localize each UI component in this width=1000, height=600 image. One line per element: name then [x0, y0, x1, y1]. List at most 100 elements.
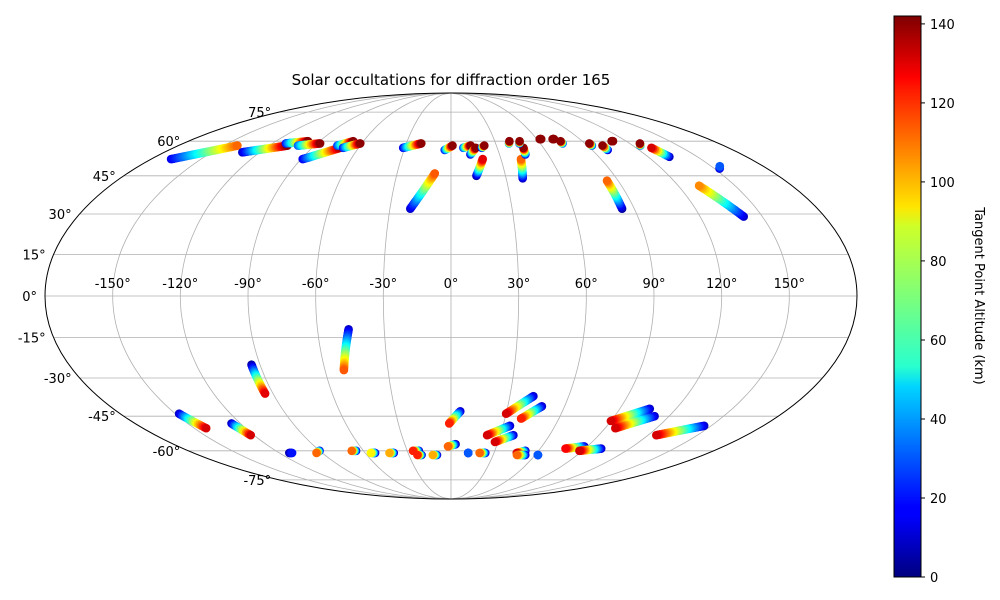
data-point — [611, 423, 620, 433]
occultation-track — [406, 169, 440, 213]
data-point — [635, 139, 645, 148]
scatter-points — [166, 134, 748, 460]
occultation-track — [575, 444, 606, 456]
occultation-track — [652, 421, 709, 440]
lat-tick-label: -60° — [153, 445, 181, 460]
data-point — [366, 448, 376, 458]
data-point — [444, 419, 454, 428]
grid-meridian — [450, 92, 790, 500]
lon-tick-label: 0° — [444, 277, 459, 292]
colorbar-tick-label: 20 — [930, 492, 947, 507]
lon-tick-label: -150° — [95, 277, 131, 292]
occultation-track — [606, 404, 655, 426]
occultation-track — [385, 448, 399, 458]
lon-tick-label: 90° — [642, 277, 665, 292]
data-point — [339, 365, 349, 375]
data-point — [430, 169, 440, 178]
data-point — [478, 154, 488, 164]
occultation-track — [512, 450, 530, 460]
occultation-track — [444, 407, 465, 428]
occultation-track — [312, 446, 324, 458]
occultation-track — [516, 154, 527, 183]
data-point — [694, 181, 704, 190]
chart-title: Solar occultations for diffraction order… — [292, 71, 611, 89]
lat-tick-label: -15° — [18, 332, 46, 347]
occultation-track — [440, 141, 457, 155]
lat-tick-label: -75° — [243, 474, 271, 489]
occultation-track — [475, 448, 490, 458]
occultation-track — [366, 448, 380, 458]
lat-tick-label: 45° — [93, 170, 116, 185]
colorbar-tick-label: 0 — [930, 571, 938, 586]
lat-tick-label: 0° — [22, 290, 37, 305]
data-point — [356, 139, 365, 148]
occultation-track — [535, 134, 546, 144]
data-point — [505, 136, 514, 146]
occultation-track — [602, 176, 627, 213]
colorbar-gradient — [893, 15, 922, 578]
data-point — [490, 437, 500, 447]
occultation-track — [293, 139, 325, 150]
grid-meridian — [179, 92, 452, 500]
occultation-track — [398, 139, 426, 153]
data-point — [312, 448, 321, 458]
occultation-track — [466, 143, 481, 159]
occultation-track — [635, 139, 645, 150]
occultation-track — [463, 448, 473, 458]
lat-tick-label: 30° — [49, 208, 72, 223]
data-point — [417, 139, 426, 148]
data-point — [463, 448, 473, 458]
occultation-track — [238, 141, 292, 157]
colorbar-tick-label: 40 — [930, 413, 947, 428]
data-point — [652, 430, 661, 440]
occultation-track — [490, 430, 518, 447]
occultation-track — [501, 391, 538, 419]
occultation-track — [227, 419, 255, 440]
data-point — [347, 446, 357, 456]
occultation-track — [556, 136, 567, 148]
lat-tick-label: -45° — [88, 410, 116, 425]
occultation-track — [166, 141, 242, 164]
data-point — [549, 134, 559, 144]
lon-tick-label: 150° — [774, 277, 805, 292]
map-frame — [44, 92, 858, 500]
grid-meridian — [382, 92, 452, 500]
colorbar-tick-label: 120 — [930, 97, 955, 112]
occultation-track — [428, 450, 442, 460]
data-point — [608, 136, 618, 146]
data-point — [482, 430, 492, 440]
data-point — [475, 448, 484, 458]
colorbar-tick-label: 140 — [930, 18, 955, 33]
data-point — [606, 416, 616, 426]
data-point — [598, 141, 607, 150]
data-point — [260, 389, 270, 398]
occultation-track — [607, 136, 618, 146]
data-point — [413, 450, 422, 460]
data-point — [471, 143, 481, 153]
occultation-track — [548, 134, 559, 144]
occultation-track — [477, 141, 489, 153]
data-point — [501, 409, 511, 419]
lat-tick-label: -30° — [44, 372, 72, 387]
data-point — [480, 141, 489, 150]
occultation-track — [174, 409, 211, 433]
occultation-track — [338, 139, 365, 153]
colorbar: 0 20 40 60 80 100 120 140 Tangent Point Altitud… — [893, 15, 986, 586]
data-point — [512, 450, 522, 460]
lon-tick-label: 30° — [507, 277, 530, 292]
colorbar-tick-label: 100 — [930, 176, 955, 191]
occultation-track — [413, 450, 426, 460]
colorbar-ticks: 0 20 40 60 80 100 120 140 — [921, 18, 955, 586]
lat-tick-label: 15° — [23, 248, 46, 263]
data-point — [715, 161, 725, 171]
occultation-track — [647, 143, 674, 162]
data-point — [448, 141, 457, 150]
colorbar-tick-label: 60 — [930, 334, 947, 349]
occultation-track — [347, 446, 361, 456]
lon-tick-label: -90° — [234, 277, 262, 292]
data-point — [647, 143, 656, 153]
grid-meridian — [450, 92, 520, 500]
data-point — [246, 430, 255, 440]
occultation-track — [443, 439, 460, 451]
occultation-track — [247, 360, 270, 398]
